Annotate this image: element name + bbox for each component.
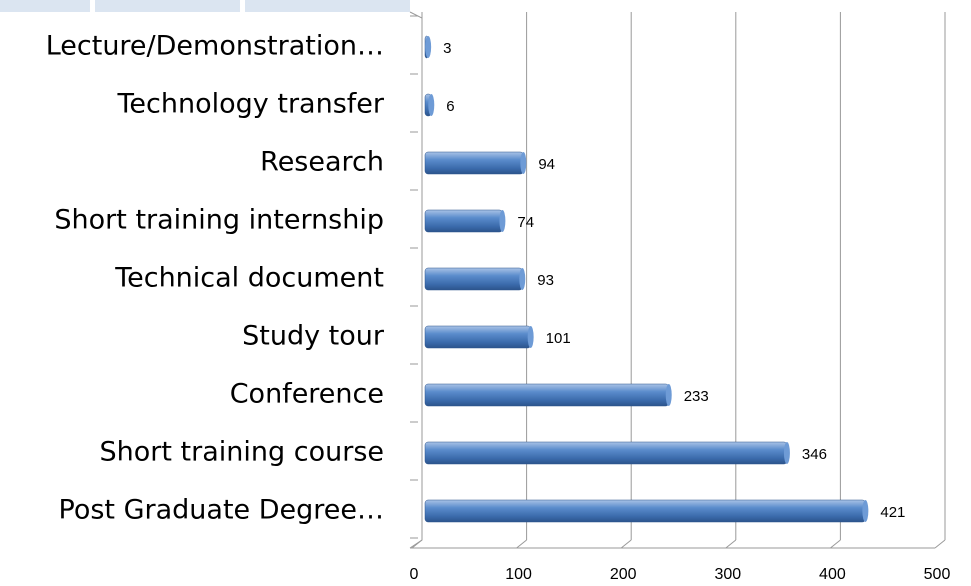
bar-cap bbox=[862, 500, 869, 522]
x-tick-label: 0 bbox=[410, 566, 419, 583]
bar bbox=[424, 151, 524, 175]
y-tick-label: Technology transfer bbox=[117, 89, 385, 120]
bar bbox=[424, 441, 788, 465]
x-tick-label: 500 bbox=[924, 566, 951, 583]
value-label: 94 bbox=[538, 156, 555, 173]
value-label: 421 bbox=[880, 504, 905, 521]
value-label: 101 bbox=[546, 330, 571, 347]
tick-mark bbox=[411, 539, 423, 549]
tick-mark bbox=[516, 539, 527, 549]
x-tick-label: 200 bbox=[610, 566, 637, 583]
y-tick-label: Short training internship bbox=[54, 205, 384, 236]
tick-mark bbox=[725, 539, 737, 549]
x-tick-label: 300 bbox=[714, 566, 741, 583]
header-cell bbox=[0, 0, 90, 12]
y-tick-label: Short training course bbox=[100, 437, 384, 468]
bar-cap bbox=[520, 152, 527, 174]
bar-cap bbox=[783, 442, 790, 464]
y-tick-label: Study tour bbox=[242, 321, 385, 352]
tick-mark bbox=[830, 539, 841, 549]
tick-mark bbox=[620, 539, 632, 549]
bar bbox=[424, 209, 503, 233]
value-label: 3 bbox=[443, 40, 451, 57]
bar-cap bbox=[425, 36, 432, 58]
value-label: 6 bbox=[446, 98, 454, 115]
tick-mark bbox=[934, 539, 946, 549]
bar bbox=[424, 499, 866, 523]
y-tick-label: Technical document bbox=[114, 263, 384, 294]
value-label: 93 bbox=[537, 272, 554, 289]
value-label: 233 bbox=[684, 388, 709, 405]
bar-cap bbox=[665, 384, 672, 406]
bar-cap bbox=[519, 268, 526, 290]
y-tick-label: Conference bbox=[230, 379, 384, 410]
header-cell bbox=[245, 0, 410, 12]
y-tick-label: Research bbox=[260, 147, 384, 178]
y-tick-label: Post Graduate Degree… bbox=[59, 495, 385, 526]
header-cell bbox=[95, 0, 240, 12]
bar-cap bbox=[527, 326, 534, 348]
y-tick-label: Lecture/Demonstration… bbox=[46, 31, 384, 62]
bar bbox=[424, 383, 669, 407]
bar-cap bbox=[499, 210, 506, 232]
bar-cap bbox=[428, 94, 435, 116]
value-label: 74 bbox=[517, 214, 534, 231]
x-tick-label: 100 bbox=[505, 566, 532, 583]
x-tick-label: 400 bbox=[819, 566, 846, 583]
value-label: 346 bbox=[802, 446, 827, 463]
bar bbox=[424, 325, 531, 349]
axis-wall bbox=[409, 11, 423, 549]
bar bbox=[424, 267, 523, 291]
